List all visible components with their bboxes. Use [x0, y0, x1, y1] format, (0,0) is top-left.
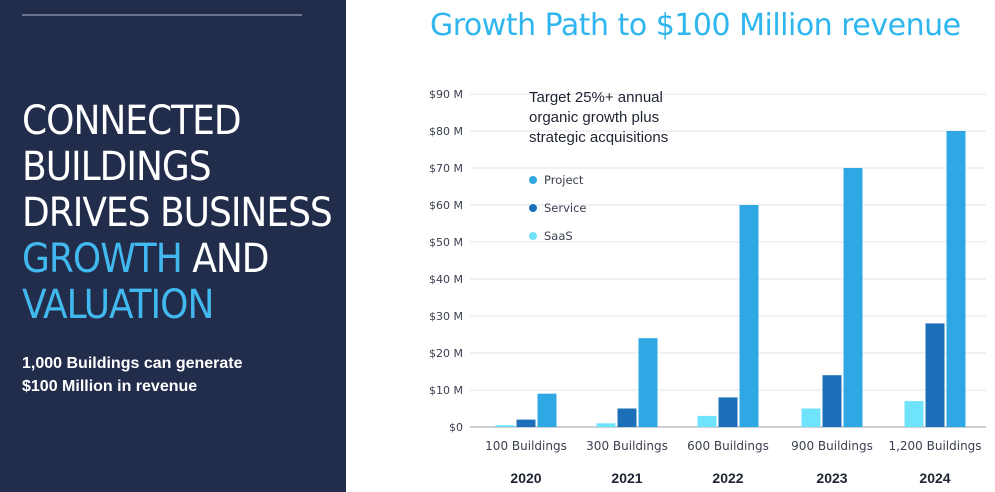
bar-project-2023: [843, 168, 863, 427]
x-category-label: 300 Buildings: [586, 439, 668, 453]
annotation-line: strategic acquisitions: [529, 129, 668, 146]
legend-marker-saas: [529, 232, 537, 240]
headline-line-1: CONNECTED: [22, 98, 242, 144]
headline-valuation: VALUATION: [22, 282, 214, 328]
subtext-line-2: $100 Million in revenue: [22, 378, 198, 395]
x-year-label: 2024: [919, 470, 950, 486]
headline-line-2: BUILDINGS: [22, 144, 212, 190]
x-year-label: 2022: [712, 470, 743, 486]
revenue-bar-chart: $0 $10 M $20 M $30 M $40 M $50 M $60 M $70 M $80…: [429, 88, 986, 486]
x-year-label: 2020: [510, 470, 541, 486]
bar-saas-2020: [495, 425, 515, 427]
legend-label: Service: [544, 201, 587, 215]
headline: CONNECTED BUILDINGS DRIVES BUSINESS GROW…: [22, 98, 342, 328]
subtext: 1,000 Buildings can generate $100 Millio…: [22, 352, 322, 398]
headline-line-4: GROWTH AND: [22, 236, 342, 282]
y-tick-label: $20 M: [429, 347, 463, 360]
annotation-line: Target 25%+ annual: [529, 89, 663, 106]
headline-line-3: DRIVES BUSINESS: [22, 190, 333, 236]
bar-project-2022: [739, 205, 759, 427]
legend-label: SaaS: [544, 229, 573, 243]
left-panel: CONNECTED BUILDINGS DRIVES BUSINESS GROW…: [0, 0, 346, 492]
annotation: Target 25%+ annual organic growth plus str…: [529, 89, 668, 146]
bar-service-2022: [718, 397, 738, 427]
legend-marker-service: [529, 204, 537, 212]
bars: [495, 131, 966, 427]
bar-service-2021: [617, 408, 637, 427]
y-tick-label: $90 M: [429, 88, 463, 101]
bar-project-2020: [537, 393, 557, 427]
annotation-line: organic growth plus: [529, 109, 659, 126]
x-year-label: 2023: [816, 470, 847, 486]
headline-growth: GROWTH: [22, 236, 183, 282]
y-tick-label: $40 M: [429, 273, 463, 286]
x-year-label: 2021: [611, 470, 642, 486]
bar-saas-2023: [801, 408, 821, 427]
x-category-label: 600 Buildings: [687, 439, 769, 453]
y-tick-label: $50 M: [429, 236, 463, 249]
x-axis-labels: 100 Buildings 2020 300 Buildings 2021 600 Bu…: [485, 439, 981, 486]
subtext-line-1: 1,000 Buildings can generate: [22, 355, 243, 372]
legend: Project Service SaaS: [529, 173, 587, 243]
x-category-label: 1,200 Buildings: [888, 439, 981, 453]
legend-marker-project: [529, 176, 537, 184]
x-category-label: 100 Buildings: [485, 439, 567, 453]
bar-saas-2024: [904, 401, 924, 427]
bar-service-2024: [925, 323, 945, 427]
headline-and: AND: [181, 236, 269, 282]
y-tick-label: $0: [449, 421, 463, 434]
bar-service-2020: [516, 419, 536, 427]
y-tick-label: $80 M: [429, 125, 463, 138]
gridlines: [470, 93, 986, 428]
divider-line: [22, 14, 302, 16]
y-tick-label: $30 M: [429, 310, 463, 323]
y-tick-label: $70 M: [429, 162, 463, 175]
bar-service-2023: [822, 375, 842, 427]
y-tick-label: $10 M: [429, 384, 463, 397]
x-category-label: 900 Buildings: [791, 439, 873, 453]
bar-saas-2022: [697, 415, 717, 427]
bar-project-2021: [638, 338, 658, 427]
y-axis-labels: $0 $10 M $20 M $30 M $40 M $50 M $60 M $70 M $80…: [429, 88, 463, 434]
bar-project-2024: [946, 131, 966, 427]
chart-title: Growth Path to $100 Million revenue: [430, 8, 961, 43]
y-tick-label: $60 M: [429, 199, 463, 212]
bar-saas-2021: [596, 423, 616, 427]
legend-label: Project: [544, 173, 584, 187]
